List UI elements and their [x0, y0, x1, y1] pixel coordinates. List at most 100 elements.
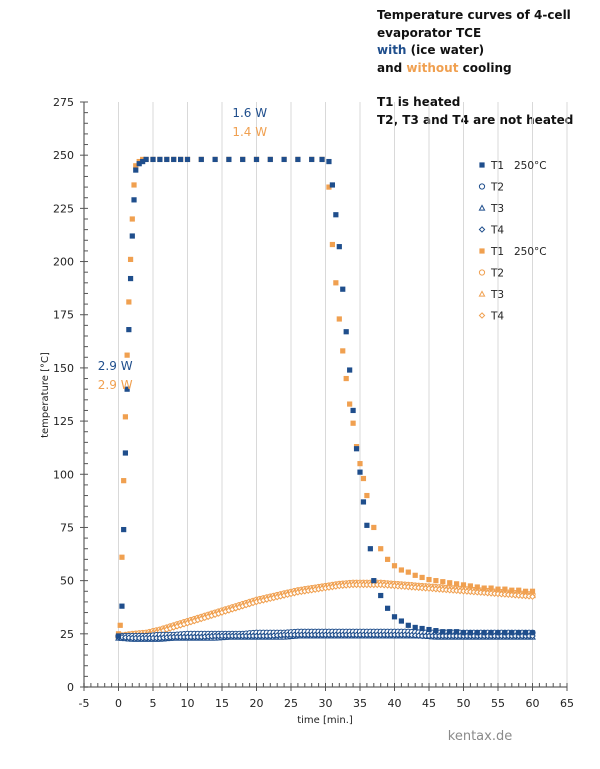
data-point — [391, 614, 398, 620]
legend-sublabel: 250°C — [514, 160, 547, 172]
y-tick-label: 100 — [53, 468, 74, 481]
title-line-1: Temperature curves of 4-cell — [377, 8, 571, 22]
data-point — [481, 585, 487, 591]
data-point — [343, 329, 349, 335]
data-point — [523, 630, 529, 636]
data-point — [124, 352, 130, 358]
legend-marker — [478, 183, 486, 190]
data-point — [405, 622, 411, 628]
title-cooling-word: cooling — [458, 60, 512, 75]
data-point — [516, 630, 522, 636]
series-without_cooling-t4 — [115, 581, 536, 641]
legend-item: T2 — [478, 268, 504, 280]
x-tick-label: 10 — [181, 697, 195, 710]
data-point — [340, 348, 346, 354]
data-point — [164, 156, 170, 163]
y-tick-label: 75 — [60, 521, 74, 534]
data-point — [333, 212, 339, 218]
data-point — [178, 156, 184, 163]
data-point — [502, 630, 508, 636]
data-point — [412, 624, 418, 631]
data-point — [447, 629, 453, 635]
data-point — [488, 585, 494, 591]
data-point — [326, 184, 332, 190]
data-point — [357, 461, 363, 467]
x-tick-label: 50 — [457, 697, 471, 710]
data-point — [516, 587, 522, 593]
legend-item: T3 — [478, 289, 504, 301]
title-line-4: and without cooling — [377, 60, 573, 78]
data-point — [140, 158, 146, 165]
data-point — [440, 579, 446, 585]
title-line-2: evaporator TCE — [377, 25, 482, 40]
data-point — [509, 630, 515, 636]
data-point — [378, 592, 384, 599]
x-tick-label: 40 — [388, 697, 402, 710]
legend-item: T1 250°C — [479, 246, 547, 258]
x-tick-label: 55 — [491, 697, 505, 710]
data-point — [529, 588, 536, 594]
data-point — [295, 156, 301, 163]
data-point — [440, 629, 446, 635]
data-point — [131, 197, 137, 203]
legend-label: T4 — [490, 311, 504, 323]
data-point — [253, 156, 260, 163]
data-point — [460, 582, 467, 588]
title-ice-water: (ice water) — [406, 43, 485, 57]
data-point — [433, 578, 439, 584]
data-point — [347, 367, 353, 373]
data-point — [371, 578, 377, 584]
data-point — [171, 156, 177, 163]
data-point — [364, 492, 370, 499]
watermark: kentax.de — [448, 729, 512, 744]
data-point — [157, 156, 163, 163]
data-point — [333, 280, 339, 286]
data-point — [447, 580, 453, 586]
data-point — [212, 156, 218, 163]
y-tick-label: 50 — [60, 575, 74, 588]
data-point — [336, 244, 342, 250]
legend-label: T3 — [490, 203, 504, 215]
data-point — [133, 163, 139, 169]
data-point — [198, 156, 204, 163]
data-point — [121, 526, 127, 533]
data-point — [119, 603, 125, 609]
data-point — [131, 182, 137, 188]
legend-item: T2 — [478, 182, 504, 194]
data-point — [474, 630, 480, 636]
annotations: 1.6 W 1.4 W 2.9 W 2.9 W — [98, 106, 267, 392]
power-annotation: 1.6 W — [232, 106, 267, 120]
legend-label: T1 — [490, 246, 504, 258]
data-point — [340, 286, 346, 292]
data-point — [117, 622, 123, 628]
legend-label: T2 — [490, 182, 504, 194]
data-point — [385, 556, 391, 562]
power-annotation: 2.9 W — [98, 378, 133, 392]
x-tick-label: 5 — [150, 697, 157, 710]
x-tick-label: -5 — [79, 697, 90, 710]
data-point — [460, 630, 467, 636]
data-point — [329, 241, 335, 248]
data-point — [529, 630, 536, 636]
data-point — [129, 233, 135, 239]
y-tick-label: 225 — [53, 202, 74, 215]
data-point — [350, 407, 356, 414]
data-point — [391, 563, 398, 569]
data-point — [523, 588, 529, 594]
title-line-3: with (ice water) — [377, 42, 573, 60]
data-point — [336, 316, 342, 322]
legend-label: T1 — [490, 160, 504, 172]
legend-item: T3 — [478, 203, 504, 215]
data-point — [412, 572, 418, 578]
data-point — [122, 450, 128, 456]
data-point — [378, 546, 384, 552]
data-point — [419, 625, 425, 632]
x-tick-label: 20 — [250, 697, 264, 710]
data-point — [405, 569, 411, 575]
data-point — [343, 375, 349, 382]
data-point — [495, 586, 501, 592]
data-point — [398, 618, 404, 624]
data-point — [184, 156, 191, 163]
x-tick-label: 65 — [560, 697, 574, 710]
data-point — [240, 156, 246, 163]
